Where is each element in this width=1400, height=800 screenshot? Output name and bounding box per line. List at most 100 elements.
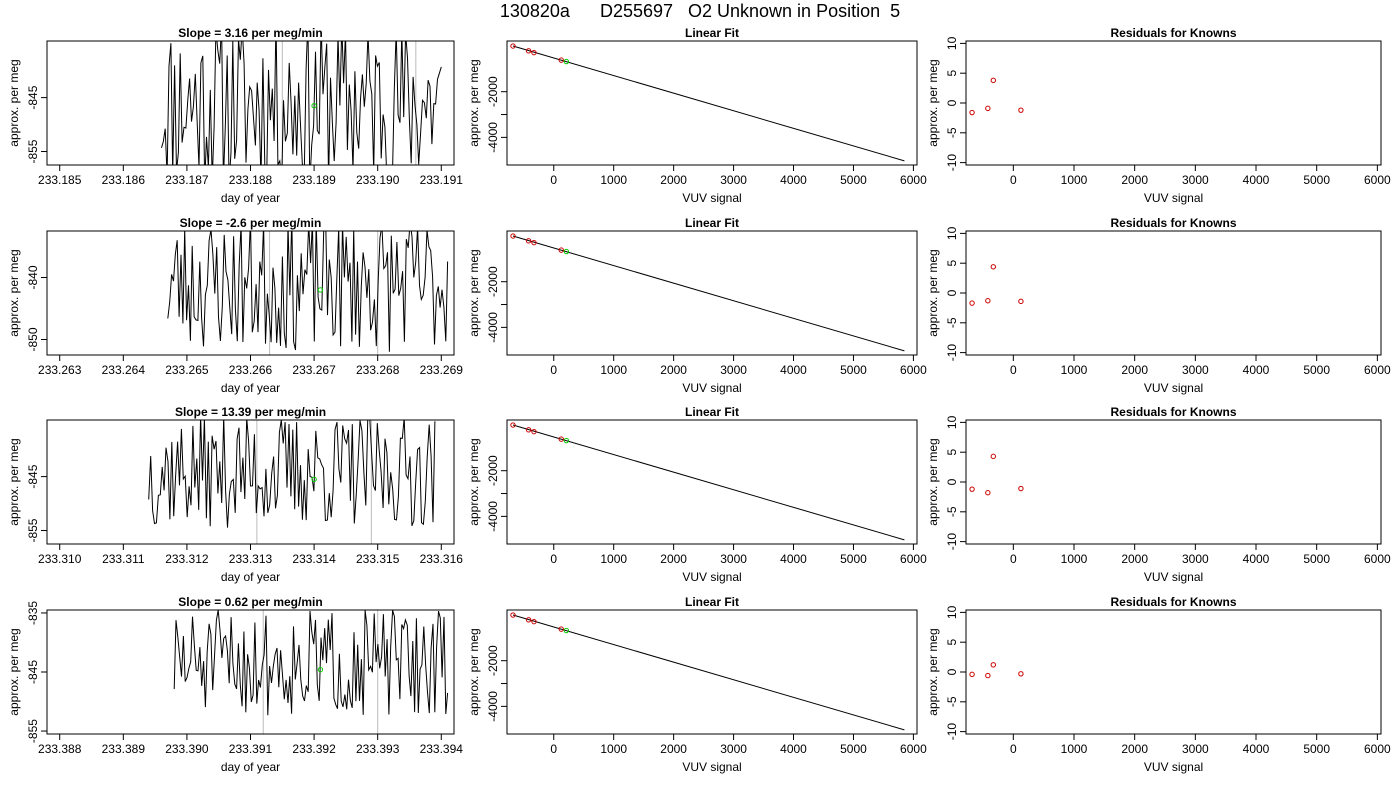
plot-area — [969, 453, 1024, 496]
panel-title: Linear Fit — [685, 595, 739, 609]
x-tick-label: 0 — [550, 363, 557, 377]
y-tick-label: -4000 — [486, 122, 500, 153]
x-tick-label: 3000 — [720, 552, 747, 566]
known-point — [525, 427, 532, 433]
x-axis-label: VUV signal — [682, 191, 741, 205]
y-tick-label: -845 — [26, 464, 40, 488]
x-tick-label: 5000 — [840, 363, 867, 377]
x-tick-label: 0 — [550, 742, 557, 756]
y-axis-label: approx. per meg — [926, 59, 940, 146]
y-axis-label: approx. per meg — [7, 628, 21, 715]
x-tick-label: 233.264 — [102, 363, 146, 377]
y-tick-label: -2000 — [486, 266, 500, 297]
y-tick-label: 10 — [945, 36, 959, 50]
x-tick-label: 6000 — [900, 742, 927, 756]
x-tick-label: 5000 — [1303, 552, 1330, 566]
x-tick-label: 2000 — [660, 742, 687, 756]
known-point — [531, 428, 537, 435]
x-axis-label: VUV signal — [1144, 760, 1203, 774]
x-tick-label: 233.185 — [38, 173, 82, 187]
x-tick-label: 1000 — [1061, 363, 1088, 377]
known-point — [558, 57, 564, 63]
x-tick-label: 3000 — [720, 173, 747, 187]
unknown-point — [563, 58, 570, 65]
x-tick-label: 233.186 — [102, 173, 146, 187]
known-point — [510, 43, 516, 49]
x-tick-label: 4000 — [1243, 173, 1270, 187]
known-point — [558, 436, 564, 442]
x-tick-label: 6000 — [1364, 742, 1391, 756]
y-axis-label: approx. per meg — [926, 438, 940, 525]
x-tick-label: 3000 — [1182, 552, 1209, 566]
x-tick-label: 233.187 — [165, 173, 209, 187]
x-tick-label: 2000 — [1121, 552, 1148, 566]
y-tick-label: 5 — [945, 639, 959, 646]
known-point — [531, 618, 537, 625]
y-tick-label: 10 — [945, 226, 959, 240]
panel-resid-4: Residuals for Knowns 0 1000 2000 3000 4000 500… — [926, 595, 1391, 774]
x-tick-label: 2000 — [660, 552, 687, 566]
panel-trace-1: Slope = 3.16 per meg/min 233.185 233.186 23… — [7, 26, 463, 205]
residual-point — [990, 77, 997, 84]
x-tick-label: 3000 — [720, 363, 747, 377]
x-tick-label: 2000 — [1121, 363, 1148, 377]
x-tick-label: 233.311 — [102, 552, 145, 566]
y-tick-label: -10 — [945, 723, 959, 741]
x-tick-label: 233.394 — [420, 742, 464, 756]
x-tick-label: 0 — [1010, 363, 1017, 377]
x-tick-label: 233.267 — [292, 363, 336, 377]
y-tick-label: -855 — [26, 518, 40, 542]
x-tick-label: 6000 — [1364, 173, 1391, 187]
trace-line — [148, 420, 436, 528]
x-tick-label: 4000 — [780, 742, 807, 756]
fit-line — [512, 424, 905, 541]
residual-point — [1018, 298, 1024, 305]
y-tick-label: 0 — [945, 668, 959, 675]
plot-frame — [506, 230, 918, 356]
x-tick-label: 1000 — [1061, 742, 1088, 756]
residual-point — [969, 486, 975, 492]
y-tick-label: -4000 — [486, 691, 500, 722]
plot-area — [173, 610, 449, 734]
y-tick-label: 5 — [945, 449, 959, 456]
plot-frame — [506, 609, 918, 735]
known-point — [510, 612, 516, 618]
plot-area — [969, 77, 1024, 116]
panel-title: Slope = 0.62 per meg/min — [178, 595, 322, 609]
x-tick-label: 1000 — [1061, 173, 1088, 187]
residual-point — [969, 300, 975, 306]
x-tick-label: 233.388 — [38, 742, 82, 756]
x-tick-label: 4000 — [780, 173, 807, 187]
x-tick-label: 3000 — [1182, 173, 1209, 187]
x-tick-label: 4000 — [780, 552, 807, 566]
x-tick-label: 1000 — [600, 552, 627, 566]
y-axis-label: approx. per meg — [7, 59, 21, 146]
x-tick-label: 2000 — [1121, 742, 1148, 756]
x-tick-label: 0 — [1010, 742, 1017, 756]
plot-frame — [965, 609, 1382, 735]
y-tick-label: -4000 — [486, 501, 500, 532]
x-tick-label: 1000 — [600, 363, 627, 377]
y-tick-label: -845 — [26, 85, 40, 109]
x-tick-label: 233.316 — [420, 552, 464, 566]
plot-frame — [46, 40, 455, 166]
y-tick-label: -845 — [26, 660, 40, 684]
residual-point — [1018, 107, 1024, 113]
x-tick-label: 6000 — [900, 552, 927, 566]
panel-fit-3: Linear Fit 0 1000 2000 3000 4000 5000 6000 -2000… — [467, 405, 927, 584]
known-point — [510, 233, 516, 239]
y-axis-label: approx. per meg — [467, 438, 481, 525]
panel-fit-2: Linear Fit 0 1000 2000 3000 4000 5000 6000 -2000… — [467, 216, 927, 395]
unknown-point — [317, 287, 324, 293]
x-tick-label: 5000 — [1303, 173, 1330, 187]
y-tick-label: -855 — [26, 139, 40, 163]
x-axis-label: VUV signal — [1144, 570, 1203, 584]
panel-title: Linear Fit — [685, 216, 739, 230]
residual-point — [969, 109, 975, 116]
x-axis-label: day of year — [221, 191, 280, 205]
x-tick-label: 4000 — [1243, 363, 1270, 377]
y-tick-label: -5 — [945, 127, 959, 138]
x-tick-label: 233.392 — [292, 742, 336, 756]
panel-title: Residuals for Knowns — [1110, 216, 1236, 230]
x-axis-label: VUV signal — [682, 381, 741, 395]
